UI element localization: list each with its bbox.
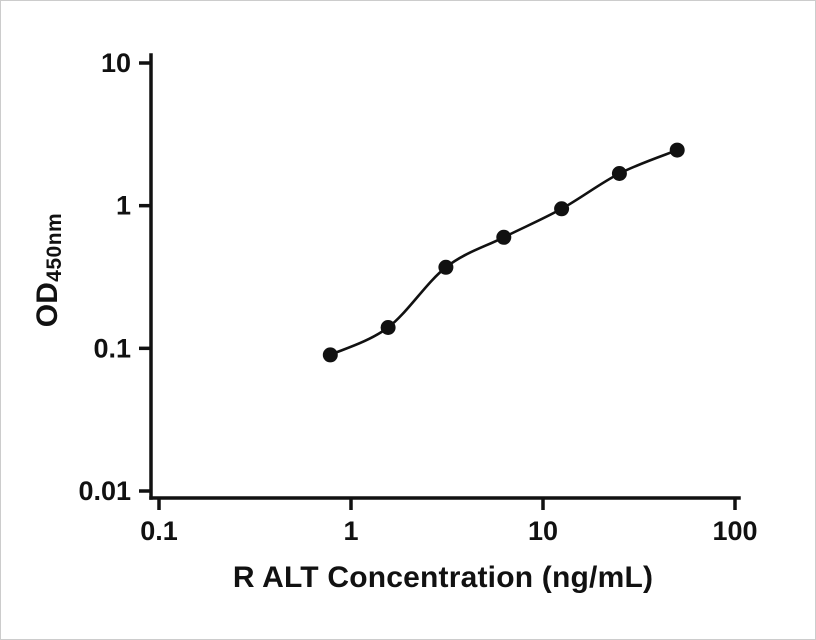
y-tick-label: 0.01: [78, 476, 131, 506]
y-tick-label: 10: [101, 48, 131, 78]
data-point: [496, 229, 512, 245]
y-tick-label: 1: [116, 191, 131, 221]
x-tick-label: 10: [528, 516, 558, 546]
data-point: [322, 347, 338, 363]
x-tick-label: 0.1: [140, 516, 178, 546]
y-axis-label-main: OD: [31, 281, 64, 328]
data-point: [554, 201, 570, 217]
data-point: [438, 259, 454, 275]
x-axis-label: R ALT Concentration (ng/mL): [232, 561, 654, 594]
y-axis-label: OD450nm: [26, 110, 70, 430]
data-point: [380, 320, 396, 335]
x-tick-label: 1: [343, 516, 358, 546]
data-point: [669, 142, 685, 158]
x-tick-label: 100: [712, 516, 757, 546]
data-point: [611, 166, 627, 181]
y-tick-label: 0.1: [93, 333, 131, 363]
y-axis-label-subscript: 450nm: [43, 212, 67, 282]
